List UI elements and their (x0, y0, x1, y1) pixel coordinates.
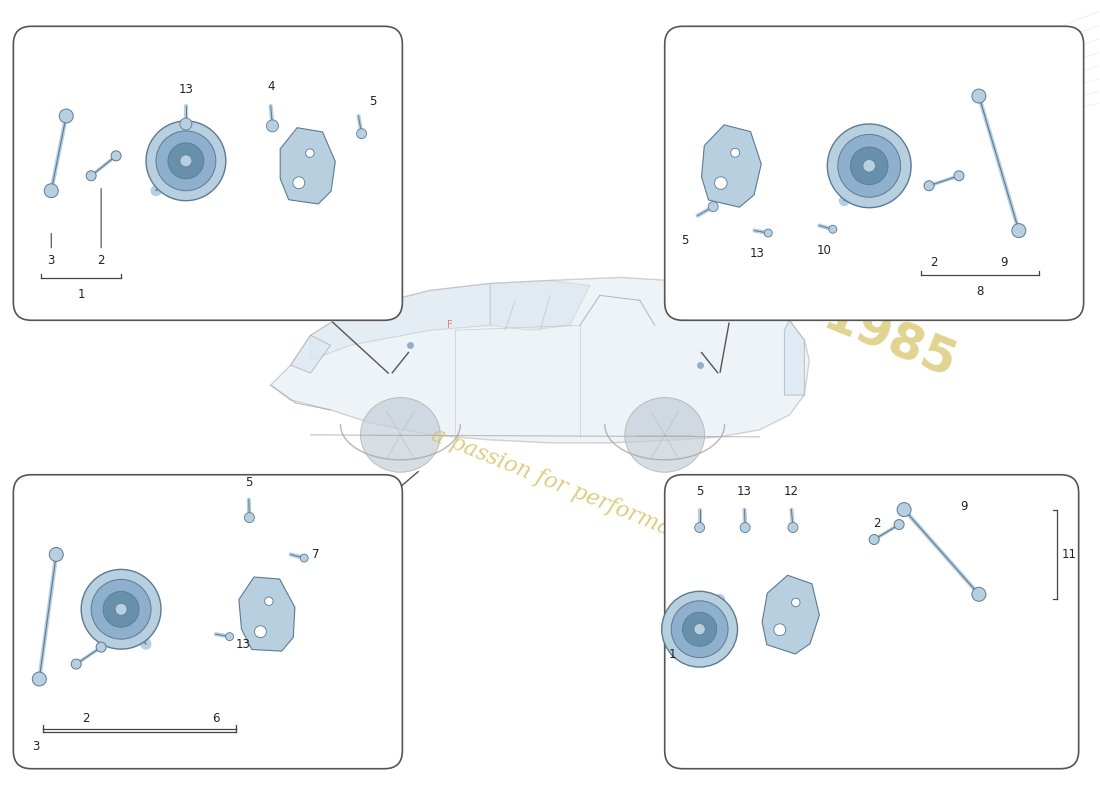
Circle shape (293, 177, 305, 189)
Circle shape (972, 89, 986, 103)
Circle shape (44, 184, 58, 198)
Circle shape (96, 642, 106, 652)
Polygon shape (239, 577, 295, 651)
Polygon shape (310, 283, 491, 360)
Text: 1985: 1985 (815, 292, 962, 389)
Polygon shape (271, 278, 810, 443)
Circle shape (828, 226, 837, 234)
Circle shape (32, 672, 46, 686)
Circle shape (254, 626, 266, 638)
Text: 13: 13 (178, 82, 194, 95)
Circle shape (869, 534, 879, 545)
Text: 10: 10 (817, 244, 832, 257)
Circle shape (764, 229, 772, 237)
Circle shape (103, 591, 139, 627)
Circle shape (898, 502, 911, 517)
Circle shape (715, 177, 727, 190)
Text: 13: 13 (750, 247, 764, 260)
Circle shape (244, 513, 254, 522)
Circle shape (81, 570, 161, 649)
FancyBboxPatch shape (13, 474, 403, 769)
FancyBboxPatch shape (664, 26, 1084, 320)
Text: 6: 6 (212, 712, 220, 726)
Circle shape (116, 603, 128, 615)
Polygon shape (491, 281, 590, 330)
Text: 12: 12 (784, 485, 799, 498)
Circle shape (72, 659, 81, 669)
Text: 9: 9 (960, 500, 968, 513)
Circle shape (156, 131, 216, 190)
Circle shape (730, 148, 739, 158)
Circle shape (788, 522, 798, 533)
Text: 5: 5 (696, 485, 703, 498)
Circle shape (894, 519, 904, 530)
Circle shape (180, 118, 191, 130)
Polygon shape (702, 125, 761, 207)
Circle shape (180, 155, 191, 167)
Text: 4: 4 (267, 79, 275, 93)
Text: a passion for performance: a passion for performance (428, 424, 712, 555)
Circle shape (1012, 224, 1026, 238)
Text: 3: 3 (33, 740, 40, 754)
Text: 2: 2 (931, 256, 938, 269)
Text: 3: 3 (47, 254, 55, 267)
Text: 2: 2 (873, 517, 881, 530)
Circle shape (671, 601, 728, 658)
Text: F: F (448, 320, 453, 330)
Circle shape (300, 554, 308, 562)
Circle shape (50, 547, 63, 562)
Text: 13: 13 (235, 638, 250, 650)
Circle shape (683, 612, 717, 646)
Circle shape (265, 597, 273, 606)
Circle shape (168, 143, 204, 178)
Circle shape (862, 159, 876, 172)
Circle shape (146, 121, 226, 201)
Circle shape (662, 591, 737, 667)
Polygon shape (762, 575, 820, 654)
Circle shape (972, 587, 986, 602)
Circle shape (740, 522, 750, 533)
Polygon shape (784, 320, 804, 395)
Circle shape (792, 598, 800, 606)
Text: 13: 13 (737, 485, 752, 498)
Circle shape (91, 579, 151, 639)
Circle shape (694, 522, 705, 533)
Circle shape (694, 623, 705, 635)
Text: 5: 5 (368, 94, 376, 107)
FancyBboxPatch shape (13, 26, 403, 320)
Circle shape (356, 129, 366, 138)
Text: 9: 9 (1000, 256, 1008, 269)
Text: 7: 7 (311, 548, 319, 561)
FancyBboxPatch shape (664, 474, 1079, 769)
Text: 5: 5 (681, 234, 689, 247)
Circle shape (111, 151, 121, 161)
Ellipse shape (625, 398, 705, 472)
Circle shape (827, 124, 911, 208)
Circle shape (226, 633, 233, 641)
Circle shape (708, 202, 718, 212)
Ellipse shape (361, 398, 440, 472)
Circle shape (838, 134, 901, 198)
Text: 5: 5 (245, 476, 253, 490)
Circle shape (86, 170, 96, 181)
Text: 2: 2 (82, 712, 90, 726)
Circle shape (306, 149, 315, 158)
Text: 2: 2 (98, 254, 104, 267)
Circle shape (773, 624, 785, 636)
Circle shape (266, 120, 278, 132)
Text: 1: 1 (669, 648, 676, 661)
Polygon shape (290, 335, 331, 373)
Circle shape (59, 109, 74, 123)
Polygon shape (280, 128, 336, 204)
Text: 8: 8 (976, 286, 983, 298)
Text: 1: 1 (77, 288, 85, 302)
Text: 11: 11 (1062, 548, 1077, 561)
Circle shape (954, 170, 964, 181)
Circle shape (924, 181, 934, 190)
Circle shape (850, 147, 888, 185)
